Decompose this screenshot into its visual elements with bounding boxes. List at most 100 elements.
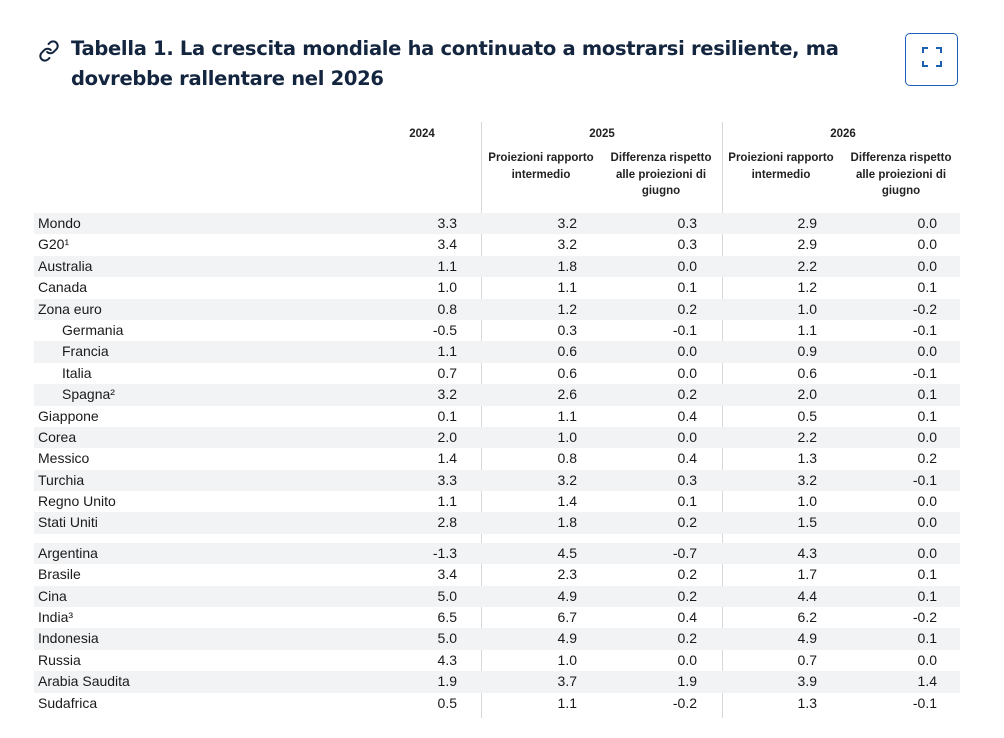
table-cell: 1.0 <box>557 428 577 445</box>
table-cell: 0.0 <box>917 651 937 668</box>
table-cell: 0.3 <box>677 215 697 231</box>
row-label: Regno Unito <box>38 493 116 510</box>
header-2025-projections: Proiezioni rapporto intermedio <box>488 152 594 181</box>
table-cell: 3.4 <box>437 236 457 253</box>
table-cell: 1.1 <box>437 257 457 274</box>
table-cell: 1.8 <box>557 514 577 531</box>
table-cell: 0.1 <box>917 587 937 604</box>
table-cell: 0.5 <box>797 407 817 424</box>
table-cell: 1.1 <box>437 343 457 360</box>
row-label: Italia <box>62 364 92 381</box>
table-cell: 3.3 <box>437 471 457 488</box>
table-cell: 2.0 <box>437 428 457 445</box>
table-row: Stati Uniti 2.8 1.8 0.2 1.5 0.0 <box>34 512 960 534</box>
table-cell: 0.0 <box>677 428 697 445</box>
table-cell: 3.2 <box>557 236 577 253</box>
table-row: Arabia Saudita 1.9 3.7 1.9 3.9 1.4 <box>34 671 960 693</box>
table-cell: 1.3 <box>797 694 817 711</box>
table-cell: -0.5 <box>432 321 457 338</box>
table-cell: 0.0 <box>677 257 697 274</box>
column-divider <box>722 122 723 718</box>
table-row: Sudafrica 0.5 1.1 -0.2 1.3 -0.1 <box>34 693 960 714</box>
expand-icon <box>921 46 943 73</box>
table-row: Spagna² 3.2 2.6 0.2 2.0 0.1 <box>34 384 960 406</box>
table-cell: 1.1 <box>437 493 457 510</box>
header-2026-projections: Proiezioni rapporto intermedio <box>728 152 834 181</box>
link-icon[interactable] <box>38 40 60 62</box>
header-2026-difference: Differenza rispetto alle proiezioni di g… <box>850 152 952 197</box>
expand-button[interactable] <box>905 33 958 86</box>
table-cell: 0.7 <box>437 364 457 381</box>
header-2025-difference: Differenza rispetto alle proiezioni di g… <box>610 152 712 197</box>
table-cell: 4.4 <box>797 587 817 604</box>
table-cell: 2.6 <box>557 386 577 403</box>
row-label: Messico <box>38 450 90 467</box>
table-cell: 3.2 <box>437 386 457 403</box>
table-cell: -1.3 <box>432 544 457 561</box>
table-row: Australia 1.1 1.8 0.0 2.2 0.0 <box>34 255 960 278</box>
table-cell: 0.2 <box>677 514 697 531</box>
table-cell: 4.9 <box>557 587 577 604</box>
row-label: India³ <box>38 609 74 626</box>
table-cell: -0.7 <box>672 544 697 561</box>
table-row: Italia 0.7 0.6 0.0 0.6 -0.1 <box>34 363 960 384</box>
year-2025-header: 2025 <box>589 128 615 140</box>
table-cell: -0.1 <box>912 471 937 488</box>
table-cell: -0.1 <box>912 694 937 711</box>
table-cell: 1.0 <box>797 300 817 317</box>
row-label: Russia <box>38 651 81 668</box>
table-cell: 0.2 <box>677 630 697 647</box>
table-cell: 5.0 <box>437 630 457 647</box>
table-cell: 1.0 <box>557 651 577 668</box>
table-cell: 0.1 <box>677 493 697 510</box>
row-label: Zona euro <box>38 300 102 317</box>
row-label: Spagna² <box>62 386 115 403</box>
table-cell: 1.4 <box>437 450 457 467</box>
table-cell: 3.4 <box>437 566 457 583</box>
table-cell: 0.6 <box>557 343 577 360</box>
table-cell: 4.9 <box>797 630 817 647</box>
table-cell: 0.4 <box>677 407 697 424</box>
table-cell: 0.2 <box>677 566 697 583</box>
table-cell: 0.9 <box>797 343 817 360</box>
table-cell: 2.2 <box>797 428 817 445</box>
table-cell: 4.5 <box>557 544 577 561</box>
table-cell: 0.1 <box>917 386 937 403</box>
table-cell: 0.1 <box>677 279 697 296</box>
table-cell: 0.6 <box>797 364 817 381</box>
table-cell: 3.2 <box>797 471 817 488</box>
table-cell: 0.0 <box>917 428 937 445</box>
table-cell: 0.0 <box>677 343 697 360</box>
table-cell: 2.9 <box>797 215 817 231</box>
table-cell: 0.0 <box>917 215 937 231</box>
table-row: Indonesia 5.0 4.9 0.2 4.9 0.1 <box>34 628 960 650</box>
table-cell: 4.3 <box>797 544 817 561</box>
table-cell: 0.2 <box>677 300 697 317</box>
table-cell: 0.7 <box>797 651 817 668</box>
row-label: G20¹ <box>38 236 70 253</box>
table-header: Tabella 1. La crescita mondiale ha conti… <box>38 34 878 94</box>
row-label: Argentina <box>38 544 98 561</box>
table-cell: 1.2 <box>797 279 817 296</box>
table-cell: 2.9 <box>797 236 817 253</box>
row-label: Francia <box>62 343 109 360</box>
table-cell: 0.8 <box>557 450 577 467</box>
table-cell: 2.3 <box>557 566 577 583</box>
table-title: Tabella 1. La crescita mondiale ha conti… <box>71 37 839 90</box>
row-label: Sudafrica <box>38 694 98 711</box>
row-label: Mondo <box>38 215 81 231</box>
table-cell: -0.1 <box>672 321 697 338</box>
table-cell: 0.6 <box>557 364 577 381</box>
table-row: Mondo 3.3 3.2 0.3 2.9 0.0 <box>34 213 960 235</box>
table-cell: 0.0 <box>917 544 937 561</box>
table-cell: 0.1 <box>917 566 937 583</box>
table-cell: 3.9 <box>797 673 817 690</box>
table-cell: 0.5 <box>437 694 457 711</box>
table-cell: 0.3 <box>677 236 697 253</box>
table-cell: 1.3 <box>797 450 817 467</box>
table-cell: 0.4 <box>677 609 697 626</box>
table-row: Giappone 0.1 1.1 0.4 0.5 0.1 <box>34 406 960 427</box>
table-cell: 1.1 <box>557 407 577 424</box>
table-cell: 0.1 <box>917 630 937 647</box>
table-row: Russia 4.3 1.0 0.0 0.7 0.0 <box>34 650 960 671</box>
